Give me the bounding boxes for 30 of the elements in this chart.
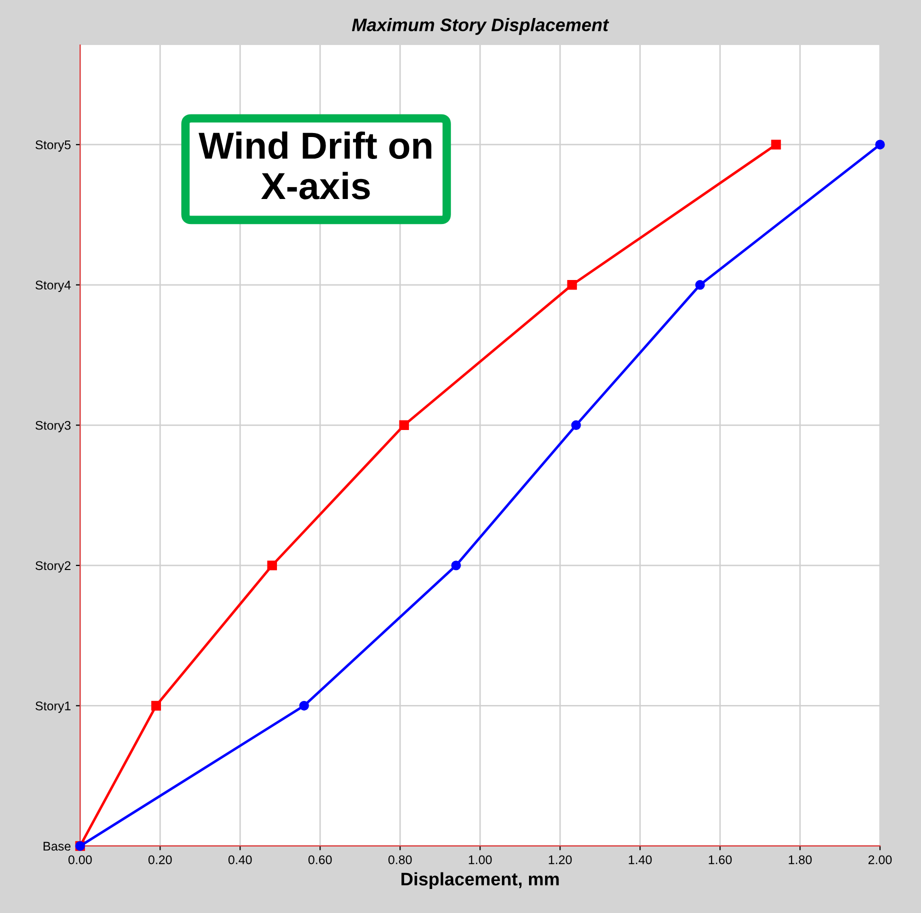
point (771, 140, 781, 150)
y-tick-label: Story1 (36, 702, 70, 713)
point (267, 560, 277, 570)
x-tick-label: 1.00 (468, 855, 492, 864)
x-tick-label: 1.80 (788, 855, 812, 864)
point (451, 560, 461, 570)
point (571, 420, 581, 430)
y-tick-label: Base (44, 842, 71, 851)
point (299, 700, 309, 711)
x-tick-label: 0.80 (388, 855, 412, 864)
x-tick-label: 0.00 (68, 855, 92, 864)
point (399, 420, 409, 430)
x-tick-label: 1.60 (708, 855, 732, 864)
chart-title: Maximum Story Displacement (352, 18, 610, 35)
x-axis-title: Displacement, mm (402, 872, 559, 890)
point (695, 280, 705, 290)
x-tick-label: 0.60 (308, 855, 332, 864)
point (875, 140, 885, 150)
y-tick-label: Story2 (36, 561, 70, 573)
x-tick-label: 1.40 (628, 855, 652, 864)
x-tick-label: 1.20 (548, 855, 572, 864)
annotation: Wind Drift on X-axis (198, 131, 432, 200)
x-tick-label: 0.40 (228, 855, 252, 864)
x-tick-label: 0.20 (148, 855, 172, 864)
x-tick-label: 2.00 (868, 855, 892, 864)
point (567, 280, 577, 290)
y-tick-label: Story4 (36, 280, 71, 292)
y-tick-label: Story5 (36, 140, 71, 152)
y-tick-label: Story3 (36, 420, 71, 432)
point (151, 700, 161, 711)
